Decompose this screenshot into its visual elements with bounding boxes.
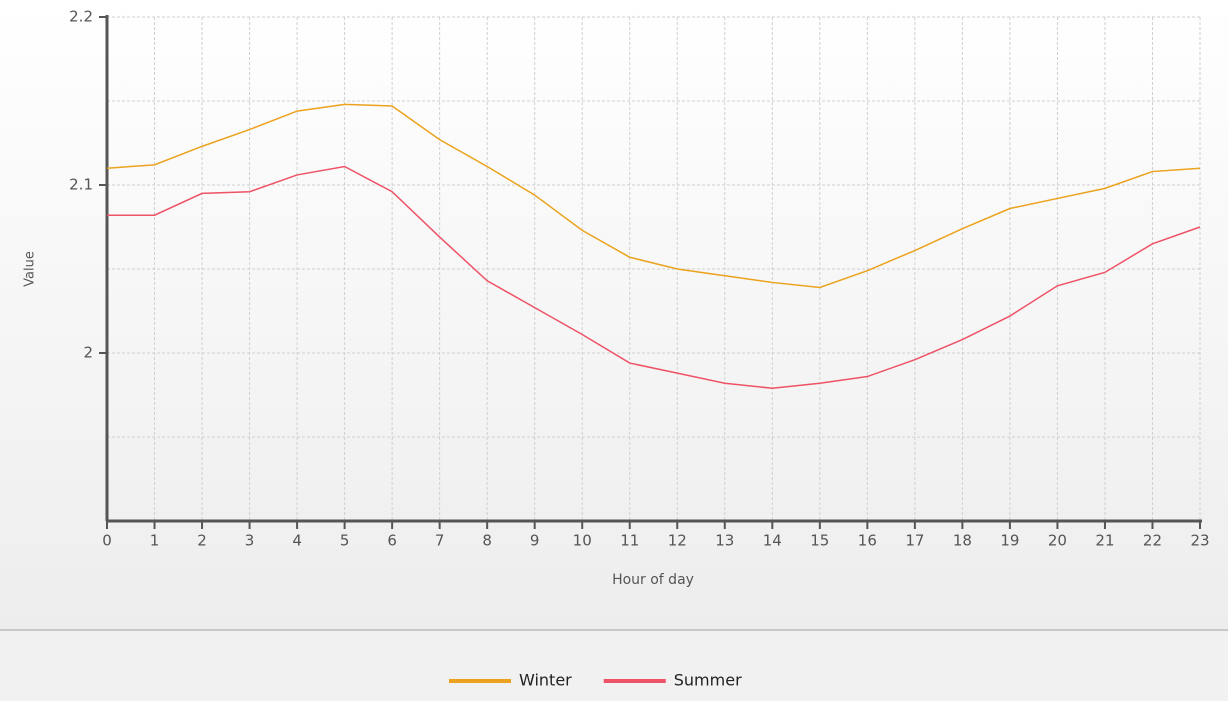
x-tick-label: 13 [715,532,734,550]
x-tick-label: 14 [763,532,782,550]
y-tick-label: 2.1 [69,176,93,194]
legend-background [0,631,1228,701]
x-tick-label: 12 [668,532,687,550]
y-tick-label: 2.2 [69,8,93,26]
x-tick-label: 7 [435,532,445,550]
x-tick-label: 19 [1000,532,1019,550]
line-series [106,103,1201,289]
x-tick-label: 18 [953,532,972,550]
x-tick-label: 17 [905,532,924,550]
x-tick-label: 2 [197,532,207,550]
x-tick-label: 11 [620,532,639,550]
legend-label: Winter [519,671,572,690]
x-tick-label: 3 [245,532,255,550]
x-tick-label: 21 [1095,532,1114,550]
x-tick-label: 22 [1143,532,1162,550]
x-axis-title: Hour of day [612,572,694,588]
y-axis-title: Value [23,251,38,287]
x-tick-label: 5 [340,532,350,550]
line-series [107,165,1201,390]
x-tick-label: 6 [387,532,397,550]
x-tick-label: 8 [482,532,492,550]
x-tick-label: 0 [102,532,112,550]
x-tick-label: 4 [292,532,302,550]
x-tick-label: 15 [810,532,829,550]
plot-background [0,0,1228,630]
x-tick-label: 20 [1048,532,1067,550]
y-tick-label: 2 [83,344,93,362]
x-tick-label: 9 [530,532,540,550]
x-tick-label: 10 [573,532,592,550]
x-tick-label: 1 [150,532,160,550]
x-tick-label: 23 [1190,532,1209,550]
legend-label: Summer [674,671,742,690]
x-tick-label: 16 [858,532,877,550]
